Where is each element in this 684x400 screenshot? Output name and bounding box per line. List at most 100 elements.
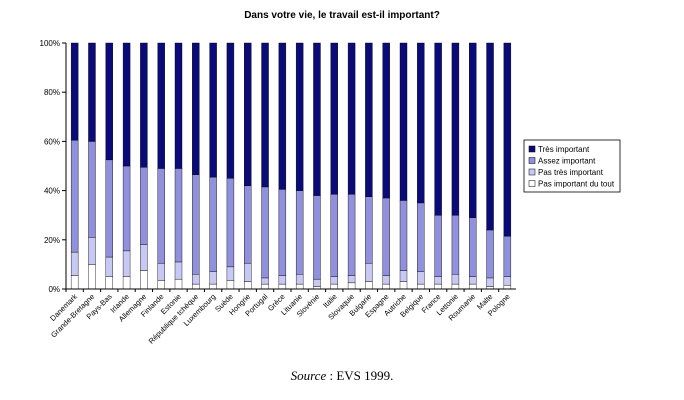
- bar-segment: [434, 214, 442, 277]
- legend-label: Pas important du tout: [538, 180, 615, 189]
- bar-segment: [105, 276, 113, 290]
- bar-segment: [174, 168, 183, 263]
- bar-segment: [105, 256, 113, 277]
- bar-segment: [417, 202, 425, 272]
- bar-segment: [417, 42, 425, 204]
- bar-segment: [469, 283, 477, 290]
- bar-segment: [192, 174, 200, 275]
- bar-segment: [278, 42, 287, 190]
- bar-segment: [157, 280, 165, 290]
- bar-segment: [261, 283, 269, 290]
- bar-segment: [140, 244, 148, 271]
- bar-segment: [399, 281, 408, 290]
- bar-segment: [174, 42, 183, 169]
- bar-segment: [330, 283, 338, 290]
- bar-segment: [382, 275, 390, 285]
- bar-segment: [330, 194, 338, 277]
- bar-segment: [174, 278, 183, 290]
- bar-segment: [105, 159, 113, 258]
- bar-segment: [486, 229, 494, 279]
- source-text: : EVS 1999.: [326, 368, 394, 383]
- bar-segment: [174, 261, 183, 280]
- bar-segment: [278, 283, 287, 290]
- bar-segment: [313, 195, 321, 280]
- bar-segment: [209, 42, 217, 178]
- y-tick-label: 100%: [40, 39, 60, 48]
- y-axis: 0% 20% 40% 60% 80% 100%: [40, 39, 67, 294]
- bar-segment: [295, 274, 304, 285]
- bar-segment: [226, 280, 235, 290]
- bar-segment: [295, 283, 304, 290]
- bar-segment: [330, 276, 338, 285]
- bar-segment: [417, 283, 425, 290]
- bar-segment: [192, 42, 200, 175]
- bar-segment: [486, 277, 494, 287]
- bar-segment: [399, 42, 408, 201]
- bar-segment: [192, 283, 200, 290]
- y-tick-label: 60%: [44, 137, 60, 146]
- bar-segment: [365, 196, 373, 264]
- bar-segment: [140, 270, 148, 290]
- y-tick-label: 20%: [44, 236, 60, 245]
- bar-segment: [209, 176, 217, 272]
- bar-segment: [417, 271, 425, 285]
- bar-segment: [451, 274, 460, 285]
- bar-segment: [140, 42, 148, 168]
- bar-segment: [261, 186, 269, 279]
- bars: [70, 42, 512, 290]
- bar-segment: [434, 283, 442, 290]
- bar-segment: [70, 251, 79, 276]
- bar-segment: [347, 42, 356, 195]
- bar-segment: [469, 217, 477, 277]
- bar-segment: [434, 42, 442, 216]
- bar-segment: [88, 141, 96, 238]
- bar-segment: [105, 42, 113, 161]
- bar-segment: [399, 270, 408, 282]
- legend-label: Très important: [538, 145, 590, 154]
- chart-title: Dans votre vie, le travail est-il import…: [244, 10, 440, 21]
- bar-segment: [486, 42, 494, 231]
- bar-segment: [157, 42, 165, 169]
- bar-segment: [157, 168, 165, 264]
- legend-label: Assez important: [538, 157, 596, 166]
- bar-segment: [122, 250, 131, 277]
- bar-segment: [382, 283, 390, 290]
- bar-segment: [140, 167, 148, 245]
- bar-segment: [399, 200, 408, 271]
- bar-segment: [434, 276, 442, 285]
- bar-segment: [365, 281, 373, 290]
- bar-segment: [226, 42, 235, 179]
- bar-segment: [278, 275, 287, 285]
- legend-box: [523, 139, 621, 193]
- bar-segment: [209, 283, 217, 290]
- y-tick-label: 0%: [48, 285, 60, 294]
- bar-segment: [122, 276, 131, 290]
- bar-segment: [503, 235, 512, 277]
- bar-segment: [451, 283, 460, 290]
- legend-swatch: [528, 157, 536, 164]
- bar-segment: [209, 271, 217, 285]
- bar-segment: [347, 275, 356, 284]
- bar-segment: [469, 42, 477, 218]
- legend-swatch: [528, 145, 536, 153]
- legend-swatch: [528, 180, 536, 187]
- bar-segment: [295, 190, 304, 275]
- bar-segment: [261, 42, 269, 188]
- bar-segment: [295, 42, 304, 191]
- bar-segment: [347, 194, 356, 276]
- bar-segment: [365, 262, 373, 282]
- bar-segment: [313, 42, 321, 196]
- bar-segment: [261, 277, 269, 285]
- y-tick-label: 40%: [44, 187, 60, 196]
- source-caption: Source : EVS 1999.: [0, 368, 684, 384]
- x-axis: DanemarkGrande-BretagnePays-BasIrlandeAl…: [48, 288, 516, 346]
- bar-segment: [451, 214, 460, 275]
- bar-segment: [226, 178, 235, 268]
- bar-segment: [365, 42, 373, 197]
- bar-segment: [88, 42, 96, 142]
- bar-segment: [503, 285, 512, 290]
- bar-segment: [70, 275, 79, 290]
- y-tick-label: 80%: [44, 88, 60, 97]
- bar-segment: [226, 266, 235, 281]
